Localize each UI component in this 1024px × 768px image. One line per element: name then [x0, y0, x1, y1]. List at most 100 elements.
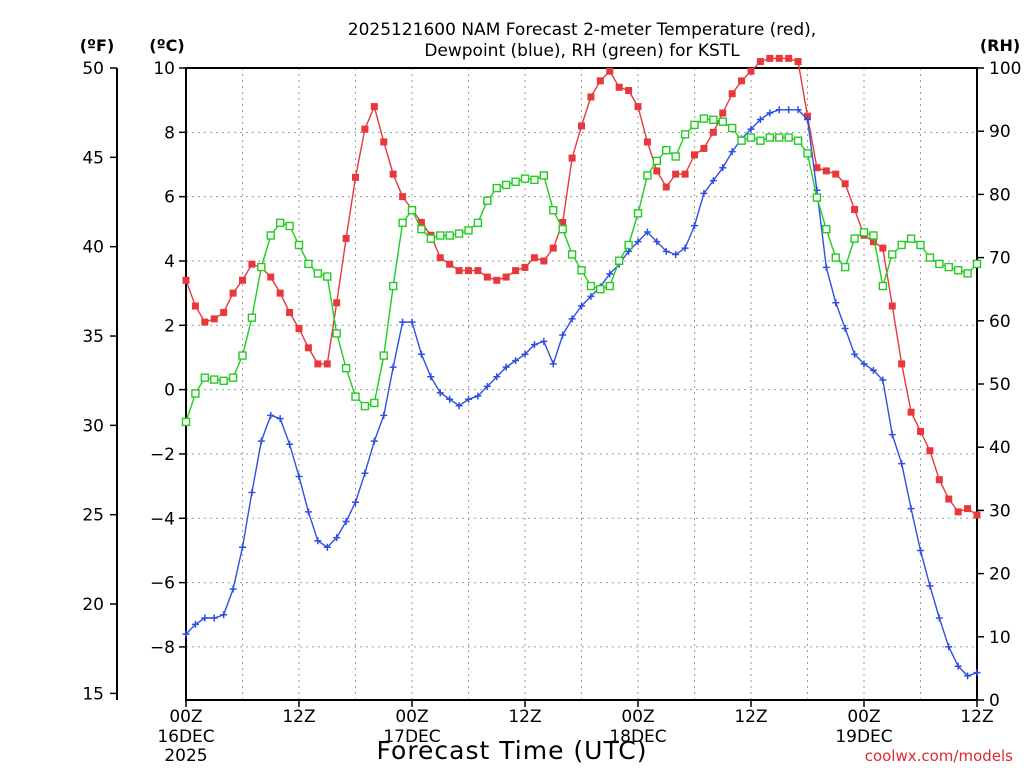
dewpoint-point	[766, 109, 774, 117]
rh-point	[888, 250, 897, 259]
dewpoint-point	[540, 337, 548, 345]
temperature-point	[474, 267, 482, 275]
x-tick-label: 12Z	[508, 707, 541, 727]
x-tick-date-label: 16DEC	[157, 727, 214, 747]
rh-point	[916, 240, 925, 250]
rh-tick-label: 50	[989, 375, 1011, 395]
rh-point	[577, 266, 586, 275]
dewpoint-point	[417, 350, 425, 358]
temperature-point	[521, 263, 529, 271]
temperature-point	[191, 302, 199, 310]
temperature-point	[540, 257, 548, 265]
temperature-point	[201, 318, 209, 326]
dewpoint-point	[549, 360, 557, 368]
temperature-point	[549, 244, 557, 252]
rh-point	[737, 136, 746, 145]
rh-point	[614, 256, 624, 265]
rh-point	[567, 250, 577, 259]
temperature-series	[182, 54, 981, 519]
dewpoint-point	[248, 489, 256, 497]
x-axis-title: Forecast Time (UTC)	[377, 736, 648, 765]
rh-point	[935, 259, 944, 269]
temperature-point	[747, 67, 755, 75]
rh-point	[549, 205, 558, 215]
temperature-point	[323, 360, 331, 368]
temperature-point	[578, 122, 585, 130]
temperature-point	[756, 58, 764, 66]
temperature-point	[530, 254, 538, 262]
rh-point	[840, 262, 850, 272]
rh-point	[793, 136, 803, 145]
rh-point	[586, 281, 596, 291]
rh-point	[379, 351, 388, 360]
rh-point	[492, 183, 501, 193]
dewpoint-point	[634, 238, 642, 246]
dewpoint-point	[888, 431, 896, 439]
fahrenheit-tick-label: 35	[82, 327, 104, 347]
temperature-point	[964, 505, 972, 513]
rh-point	[191, 389, 200, 398]
dewpoint-point	[926, 582, 934, 590]
dewpoint-point	[841, 325, 849, 333]
dewpoint-point	[530, 341, 538, 349]
rh-point	[247, 313, 257, 322]
rh-tick-label: 30	[989, 501, 1011, 521]
fahrenheit-unit-label: (ºF)	[80, 36, 115, 55]
x-tick-date-label: 17DEC	[383, 727, 440, 747]
dewpoint-point	[474, 392, 482, 400]
celsius-unit-label: (ºC)	[149, 36, 184, 55]
rh-point	[727, 123, 737, 133]
temperature-point	[766, 54, 774, 62]
temperature-point	[954, 508, 962, 516]
dewpoint-point	[210, 614, 218, 622]
dewpoint-point	[408, 318, 416, 326]
x-tick-date-label: 19DEC	[835, 727, 892, 747]
rh-point	[436, 231, 445, 240]
temperature-point	[728, 90, 736, 98]
rh-point	[718, 117, 727, 126]
temperature-point	[446, 260, 454, 268]
dewpoint-point	[973, 669, 981, 677]
temperature-point	[417, 218, 425, 226]
dewpoint-point	[502, 363, 510, 371]
celsius-tick-label: 6	[164, 188, 175, 208]
temperature-point	[813, 164, 821, 172]
rh-point	[624, 240, 633, 250]
rh-point	[596, 285, 605, 294]
temperature-point	[483, 273, 491, 281]
temperature-point	[370, 103, 378, 111]
dewpoint-point	[935, 614, 943, 622]
temperature-point	[973, 511, 981, 519]
axes: 1086420−2−4−6−85045403530252015100908070…	[82, 59, 1021, 766]
dewpoint-point	[643, 228, 651, 236]
temperature-point	[304, 344, 312, 352]
rh-point	[944, 262, 953, 272]
rh-tick-label: 80	[989, 185, 1011, 205]
rh-point	[407, 205, 417, 215]
temperature-point	[314, 360, 322, 368]
dewpoint-point	[257, 437, 265, 445]
dewpoint-point	[813, 186, 821, 194]
temperature-point	[672, 170, 680, 178]
dewpoint-point	[314, 537, 322, 545]
dewpoint-point	[700, 189, 708, 197]
rh-point	[304, 259, 313, 269]
dewpoint-point	[898, 460, 906, 468]
temperature-point	[662, 183, 670, 191]
dewpoint-point	[295, 472, 303, 480]
temperature-point	[182, 276, 190, 284]
x-tick-label: 00Z	[621, 707, 654, 727]
rh-series	[181, 114, 982, 427]
temperature-point	[502, 273, 510, 281]
rh-point	[313, 269, 323, 278]
temperature-point	[879, 244, 887, 252]
rh-point	[643, 171, 652, 180]
rh-point	[972, 259, 982, 269]
rh-point	[662, 145, 671, 155]
celsius-tick-label: 2	[164, 316, 175, 336]
rh-point	[822, 224, 831, 234]
rh-point	[539, 171, 549, 180]
temperature-point	[465, 267, 472, 275]
dewpoint-point	[286, 440, 294, 448]
